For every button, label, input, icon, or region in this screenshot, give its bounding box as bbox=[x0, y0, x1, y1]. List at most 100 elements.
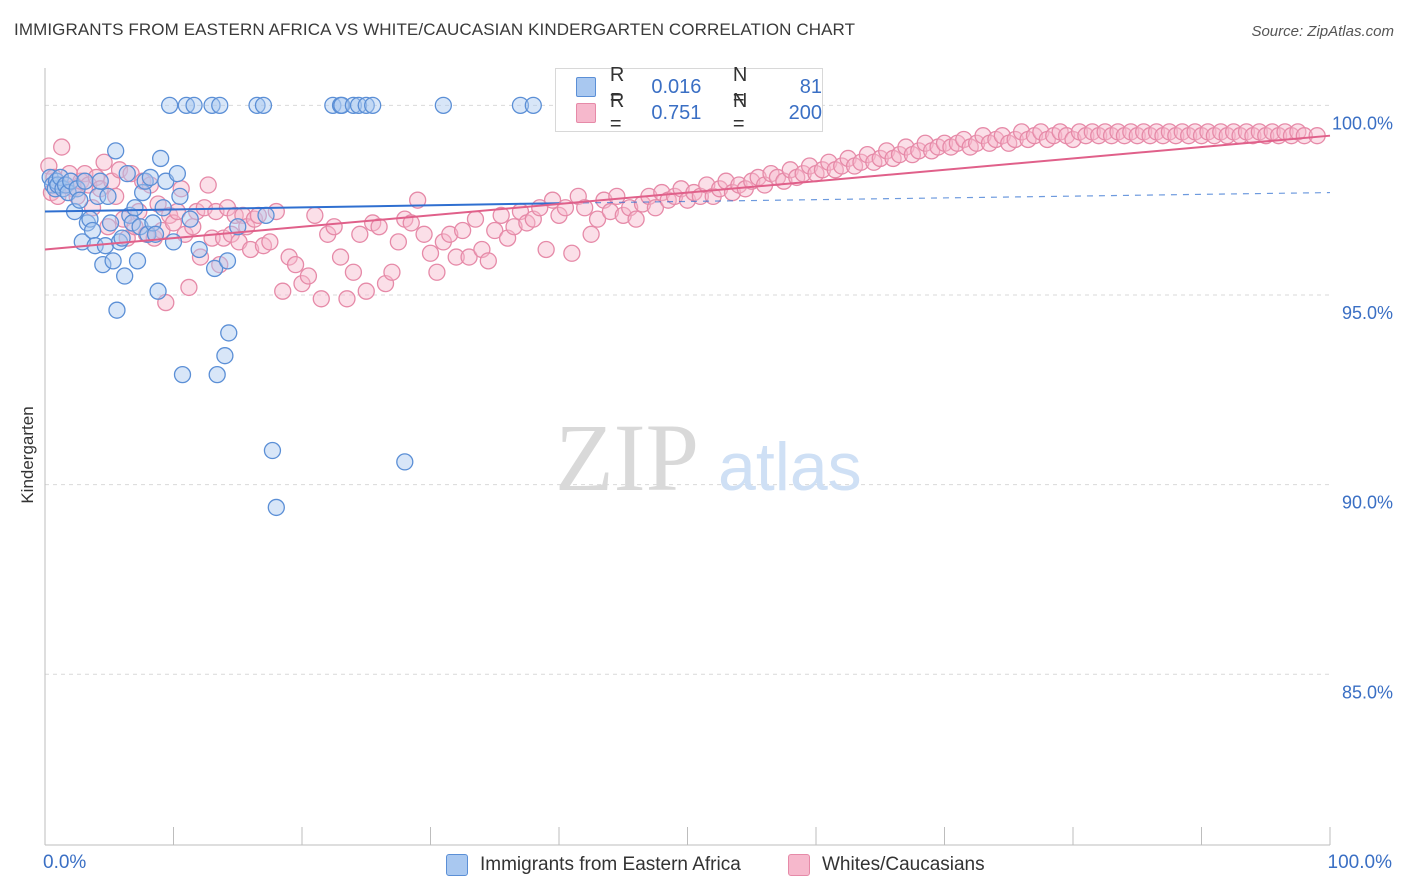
legend-r-label: R = bbox=[609, 64, 625, 109]
data-point-eastern-africa bbox=[91, 172, 109, 190]
data-point-whites bbox=[646, 199, 665, 217]
bottom-legend-label-blue: Immigrants from Eastern Africa bbox=[480, 854, 741, 875]
legend-row-blue: R = 0.016 N = 81 bbox=[576, 64, 822, 109]
watermark-atlas: atlas bbox=[718, 429, 862, 505]
data-point-whites bbox=[383, 263, 401, 281]
data-point-whites bbox=[582, 225, 600, 243]
data-point-eastern-africa bbox=[76, 172, 94, 190]
series-whites-points bbox=[40, 123, 1326, 312]
y-tick-label: 100.0% bbox=[1332, 113, 1393, 133]
data-point-whites bbox=[299, 267, 318, 285]
legend-swatch-blue bbox=[576, 77, 596, 97]
watermark: ZIP atlas bbox=[555, 404, 862, 511]
data-point-whites bbox=[576, 199, 594, 217]
data-point-eastern-africa bbox=[208, 366, 226, 384]
data-point-eastern-africa bbox=[160, 96, 179, 114]
data-point-whites bbox=[1295, 127, 1313, 145]
data-point-eastern-africa bbox=[104, 252, 122, 270]
data-point-whites bbox=[370, 218, 388, 236]
data-point-eastern-africa bbox=[181, 210, 199, 228]
data-point-whites bbox=[402, 214, 420, 232]
data-point-whites bbox=[274, 282, 292, 300]
x-tick-label-max: 100.0% bbox=[1327, 852, 1392, 873]
data-point-whites bbox=[331, 248, 350, 266]
data-point-whites bbox=[338, 290, 356, 308]
bottom-legend-label-pink: Whites/Caucasians bbox=[822, 854, 985, 875]
legend-row-pink: R = 0.751 N = 200 bbox=[576, 90, 822, 135]
data-point-eastern-africa bbox=[220, 324, 238, 342]
data-point-eastern-africa bbox=[396, 453, 414, 471]
data-point-eastern-africa bbox=[344, 96, 363, 114]
data-point-eastern-africa bbox=[83, 221, 102, 240]
data-point-whites bbox=[492, 206, 510, 224]
stats-legend: R = 0.016 N = 81 R = 0.751 N = 200 bbox=[555, 64, 823, 135]
data-point-whites bbox=[601, 202, 620, 221]
legend-r-label: R = bbox=[609, 90, 625, 135]
data-point-eastern-africa bbox=[128, 252, 147, 270]
data-point-whites bbox=[453, 221, 472, 240]
data-point-eastern-africa bbox=[108, 301, 126, 319]
data-point-whites bbox=[428, 263, 446, 281]
bottom-legend-blue: Immigrants from Eastern Africa bbox=[446, 852, 741, 878]
data-point-eastern-africa bbox=[118, 164, 136, 183]
data-point-whites bbox=[389, 233, 408, 251]
data-point-whites bbox=[53, 138, 71, 156]
y-tick-labels: 85.0% 90.0% 95.0% 100.0% bbox=[1332, 113, 1393, 702]
data-point-eastern-africa bbox=[267, 498, 285, 517]
trend-line-eastern-africa-projected bbox=[558, 191, 1331, 204]
x-tick-label-min: 0.0% bbox=[43, 852, 87, 873]
data-point-whites bbox=[447, 248, 465, 266]
y-tick-label: 95.0% bbox=[1342, 303, 1393, 323]
data-point-whites bbox=[306, 206, 324, 224]
data-point-whites bbox=[351, 225, 369, 243]
data-point-whites bbox=[608, 187, 626, 206]
data-point-whites bbox=[563, 244, 581, 262]
y-axis-label: Kindergarten bbox=[18, 406, 37, 504]
legend-n-label: N = bbox=[732, 90, 748, 135]
data-point-whites bbox=[479, 252, 497, 270]
data-point-whites bbox=[537, 240, 555, 259]
y-tick-label: 90.0% bbox=[1342, 493, 1393, 513]
data-point-eastern-africa bbox=[107, 142, 125, 160]
data-point-eastern-africa bbox=[164, 233, 183, 251]
data-point-eastern-africa bbox=[218, 252, 237, 270]
y-tick-label: 85.0% bbox=[1342, 682, 1393, 702]
data-point-eastern-africa bbox=[99, 187, 117, 206]
data-point-eastern-africa bbox=[364, 96, 382, 114]
data-point-whites bbox=[627, 210, 645, 228]
data-point-whites bbox=[357, 282, 375, 300]
legend-r-value: 0.751 bbox=[651, 101, 702, 124]
data-point-whites bbox=[408, 191, 427, 209]
data-point-eastern-africa bbox=[434, 96, 453, 114]
bottom-legend-pink: Whites/Caucasians bbox=[788, 852, 985, 878]
data-point-eastern-africa bbox=[96, 237, 115, 255]
data-point-whites bbox=[180, 278, 198, 297]
data-point-eastern-africa bbox=[94, 256, 112, 274]
trend-line-whites bbox=[44, 134, 1331, 251]
data-point-eastern-africa bbox=[126, 199, 144, 217]
data-point-whites bbox=[312, 290, 330, 308]
data-point-whites bbox=[505, 218, 523, 236]
legend-swatch-pink bbox=[576, 103, 596, 123]
data-point-eastern-africa bbox=[71, 191, 89, 209]
data-point-eastern-africa bbox=[154, 199, 172, 217]
data-point-eastern-africa bbox=[171, 187, 189, 206]
data-point-whites bbox=[588, 210, 607, 228]
data-point-eastern-africa bbox=[149, 282, 167, 300]
data-point-eastern-africa bbox=[511, 96, 530, 114]
data-point-eastern-africa bbox=[248, 96, 266, 114]
data-point-eastern-africa bbox=[216, 347, 234, 365]
trend-line-eastern-africa bbox=[44, 202, 560, 213]
data-point-eastern-africa bbox=[257, 206, 275, 224]
data-point-whites bbox=[241, 240, 260, 259]
data-point-eastern-africa bbox=[185, 96, 203, 114]
data-point-eastern-africa bbox=[101, 214, 120, 232]
data-point-eastern-africa bbox=[141, 168, 160, 187]
data-point-eastern-africa bbox=[205, 259, 224, 278]
data-point-whites bbox=[325, 218, 343, 236]
data-point-eastern-africa bbox=[168, 164, 187, 183]
data-point-eastern-africa bbox=[263, 441, 282, 460]
data-point-whites bbox=[460, 248, 478, 266]
data-point-eastern-africa bbox=[146, 225, 165, 243]
